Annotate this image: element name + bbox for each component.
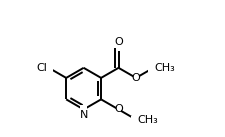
FancyBboxPatch shape (148, 64, 159, 72)
Text: O: O (132, 73, 140, 83)
FancyBboxPatch shape (133, 74, 139, 82)
FancyBboxPatch shape (80, 105, 87, 113)
FancyBboxPatch shape (116, 44, 122, 52)
FancyBboxPatch shape (45, 64, 53, 72)
FancyBboxPatch shape (131, 116, 141, 123)
Text: CH₃: CH₃ (155, 63, 175, 73)
Text: N: N (79, 110, 88, 120)
FancyBboxPatch shape (116, 106, 122, 113)
Text: Cl: Cl (37, 63, 48, 73)
Text: O: O (114, 104, 123, 114)
Text: CH₃: CH₃ (137, 115, 158, 125)
Text: O: O (114, 37, 123, 47)
